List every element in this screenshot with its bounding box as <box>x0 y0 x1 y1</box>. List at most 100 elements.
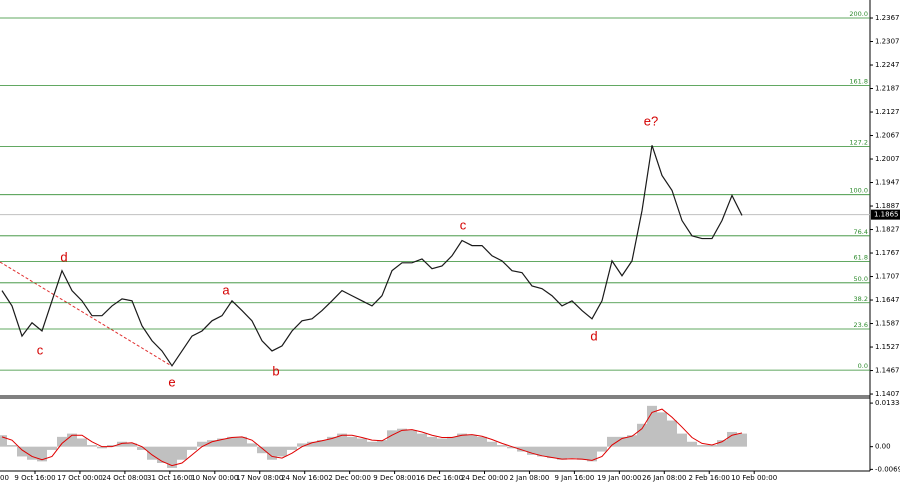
macd-bar <box>417 433 427 447</box>
macd-bar <box>657 412 667 447</box>
x-tick-label: 9 Oct 16:00 <box>14 474 55 482</box>
macd-bar <box>447 436 457 447</box>
macd-bar <box>737 433 747 447</box>
y-tick-label: 1.1887 <box>875 202 900 210</box>
macd-bar <box>67 433 77 447</box>
x-tick-label: 19 Jan 00:00 <box>597 474 641 482</box>
macd-bar <box>637 423 647 447</box>
macd-bar <box>647 405 657 447</box>
y-tick-label: 1.2307 <box>875 38 900 46</box>
fib-label: 0.0 <box>858 362 868 370</box>
macd-bar <box>47 446 57 450</box>
macd-bar <box>147 446 157 460</box>
y-tick-label: 1.1527 <box>875 343 900 351</box>
macd-bar <box>727 431 737 447</box>
macd-bar <box>77 438 87 447</box>
macd-bar <box>167 446 177 468</box>
macd-bar <box>207 440 217 447</box>
current-price-box <box>871 209 900 220</box>
y-tick-label: 1.2187 <box>875 85 900 93</box>
macd-bar <box>87 445 97 447</box>
y-tick-label: 1.2127 <box>875 108 900 116</box>
macd-tick-label: -0.00695 <box>875 465 900 473</box>
macd-bar <box>257 446 267 454</box>
macd-bar <box>137 446 147 450</box>
current-price-label: 1.1865 <box>874 211 899 219</box>
fib-label: 161.8 <box>849 77 868 85</box>
fib-label: 100.0 <box>849 187 868 195</box>
macd-bar <box>187 446 197 450</box>
macd-bar <box>427 436 437 447</box>
x-tick-label: 31 Oct 16:00 <box>147 474 193 482</box>
fib-label: 200.0 <box>849 10 868 18</box>
y-tick-label: 1.1587 <box>875 320 900 328</box>
macd-bar <box>0 435 7 447</box>
price-line <box>1 145 743 367</box>
x-tick-label: 26 Jan 08:00 <box>642 474 686 482</box>
wave-label: c <box>37 342 44 357</box>
macd-bar <box>347 436 357 447</box>
x-tick-label: 2 Jan 08:00 <box>510 474 550 482</box>
x-tick-label: 10 Nov 00:00 <box>191 474 238 482</box>
y-tick-label: 1.1947 <box>875 179 900 187</box>
macd-bar <box>457 433 467 447</box>
macd-bar <box>527 446 537 455</box>
y-tick-label: 1.2367 <box>875 14 900 22</box>
x-tick-label: 16 Dec 16:00 <box>416 474 463 482</box>
wave-label: d <box>590 328 597 343</box>
y-tick-label: 1.1827 <box>875 226 900 234</box>
macd-bar <box>547 446 557 459</box>
macd-bar <box>437 438 447 447</box>
macd-bar <box>287 446 297 450</box>
macd-bar <box>587 446 597 462</box>
y-tick-label: 1.1467 <box>875 367 900 375</box>
macd-bar <box>357 438 367 447</box>
macd-bar <box>317 440 327 447</box>
fib-label: 76.4 <box>854 228 868 236</box>
x-tick-label: 9 Jan 16:00 <box>554 474 594 482</box>
macd-bar <box>467 435 477 447</box>
y-tick-label: 1.2067 <box>875 132 900 140</box>
macd-bar <box>307 441 317 447</box>
macd-bar <box>7 445 17 447</box>
macd-bar <box>517 446 527 452</box>
x-tick-label: 10 Feb 00:00 <box>731 474 777 482</box>
y-tick-label: 1.1647 <box>875 296 900 304</box>
macd-bar <box>267 446 277 460</box>
macd-bar <box>297 443 307 447</box>
macd-bar <box>177 446 187 460</box>
macd-bar <box>667 420 677 447</box>
macd-bar <box>247 443 257 447</box>
macd-bar <box>97 446 107 449</box>
x-tick-label: 24 Dec 00:00 <box>461 474 508 482</box>
macd-bar <box>57 436 67 447</box>
macd-bar <box>127 443 137 447</box>
macd-bar <box>117 441 127 447</box>
x-tick-label: 17 Nov 08:00 <box>236 474 283 482</box>
x-tick-label: 2 Dec 00:00 <box>328 474 371 482</box>
macd-bar <box>707 445 717 447</box>
fib-label: 23.6 <box>854 321 868 329</box>
macd-bar <box>617 436 627 447</box>
y-tick-label: 1.1767 <box>875 249 900 257</box>
signal-line <box>1 408 743 467</box>
x-tick-label: 24 Oct 08:00 <box>102 474 148 482</box>
macd-bar <box>157 446 167 463</box>
fib-label: 61.8 <box>854 254 868 262</box>
macd-bar <box>717 440 727 447</box>
macd-bar <box>697 445 707 447</box>
x-tick-label: 9 Dec 08:00 <box>373 474 416 482</box>
wave-label: d <box>60 249 67 264</box>
y-tick-label: 1.1407 <box>875 390 900 398</box>
macd-bar <box>197 441 207 447</box>
macd-bar <box>567 446 577 459</box>
macd-bar <box>37 446 47 462</box>
x-tick-label: 17 Oct 00:00 <box>57 474 103 482</box>
wave-label: e <box>168 374 175 389</box>
x-tick-label: 2 Feb 16:00 <box>689 474 730 482</box>
macd-bar <box>367 441 377 447</box>
macd-bar <box>217 438 227 447</box>
fib-label: 38.2 <box>854 295 868 303</box>
macd-tick-label: 0.00 <box>875 443 891 451</box>
